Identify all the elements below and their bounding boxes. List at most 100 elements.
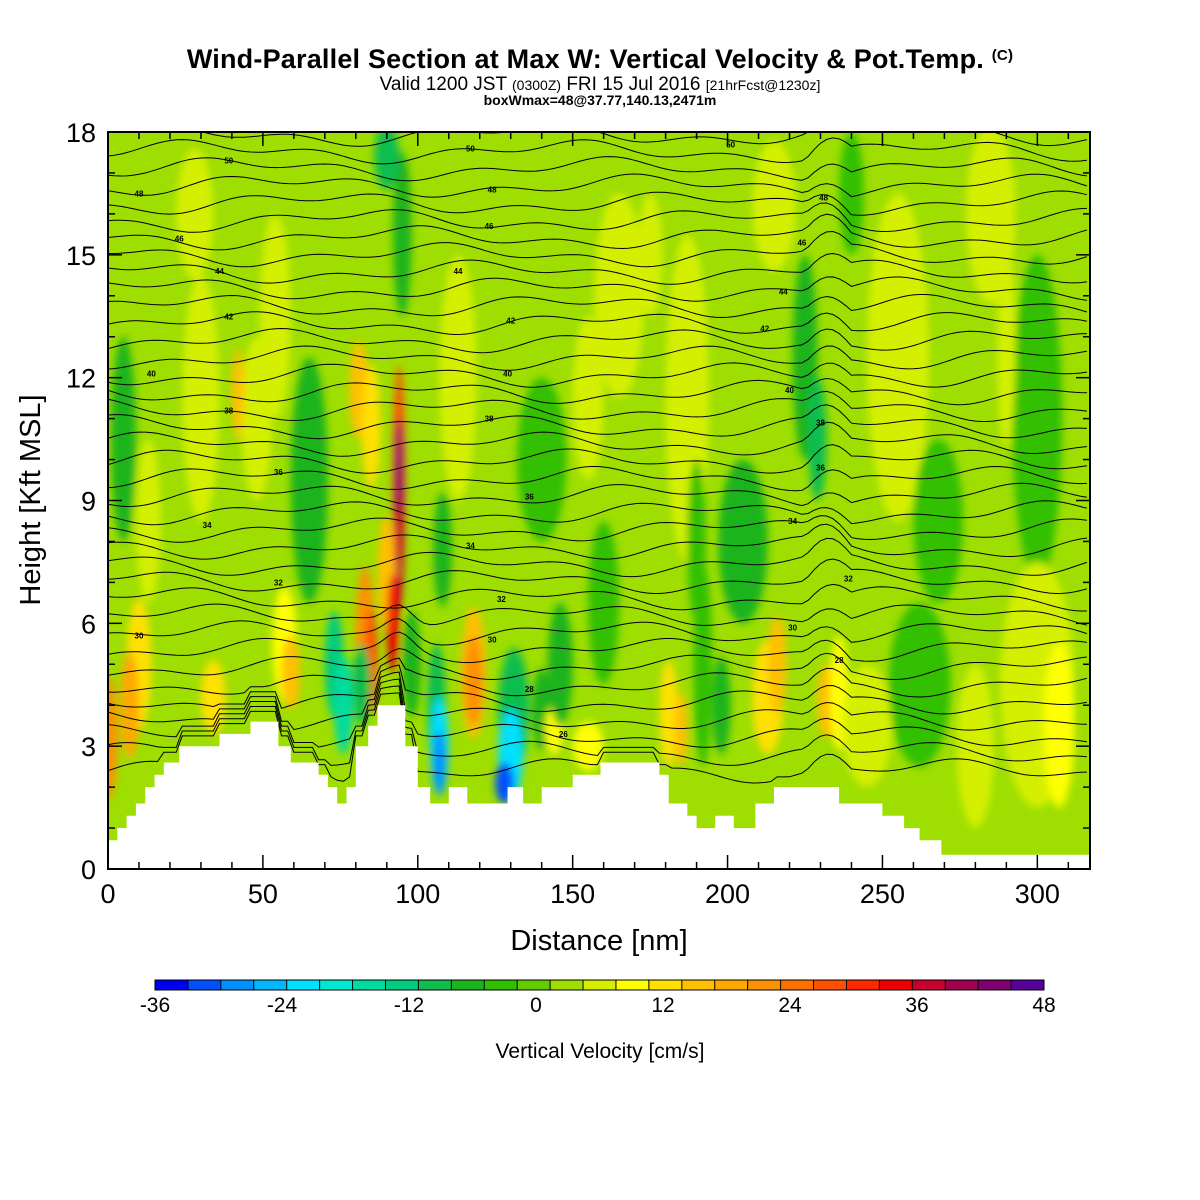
theta-contour-line (108, 664, 1087, 715)
theta-label: 40 (147, 370, 156, 379)
velocity-cell (439, 254, 477, 501)
colorbar-tick-labels: -36 -24 -12 0 12 24 36 48 (140, 994, 1056, 1017)
y-tick-label: 15 (66, 241, 96, 271)
velocity-cell (182, 275, 220, 521)
chart-title: Wind-Parallel Section at Max W: Vertical… (0, 44, 1200, 75)
theta-label: 28 (835, 656, 844, 665)
velocity-cell (687, 459, 706, 624)
y-axis-label: Height [Kft MSL] (15, 394, 47, 605)
velocity-cell (808, 377, 827, 501)
theta-label: 30 (135, 632, 144, 641)
colorbar-swatch (780, 980, 815, 990)
theta-contour-line (108, 421, 1087, 457)
theta-label: 50 (224, 157, 233, 166)
colorbar-tick-label: 36 (905, 994, 928, 1017)
velocity-cell (572, 721, 604, 771)
velocity-cell (464, 635, 483, 726)
theta-contour-line (108, 465, 1087, 492)
velocity-cell (290, 357, 328, 603)
x-tick-label: 100 (395, 879, 440, 909)
theta-contour-line (108, 173, 1088, 198)
velocity-cell (433, 729, 446, 796)
colorbar-swatch (155, 980, 189, 990)
colorbar-frame (154, 979, 1045, 991)
theta-label: 36 (274, 468, 283, 477)
copyright-mark: (C) (991, 47, 1014, 64)
theta-label: 46 (485, 222, 494, 231)
velocity-cell (752, 140, 796, 272)
theta-contour-line (108, 311, 1087, 336)
x-tick-label: 0 (100, 879, 115, 909)
theta-contour-line (108, 132, 1088, 147)
theta-contour-line (108, 631, 1087, 664)
velocity-cell (334, 656, 353, 755)
valid-time-line: Valid 1200 JST (0300Z) FRI 15 Jul 2016 [… (0, 74, 1200, 96)
theta-contour-line (108, 558, 1088, 595)
colorbar-tick-label: -24 (267, 994, 298, 1017)
theta-contour-line (108, 523, 1087, 560)
theta-label: 46 (175, 234, 184, 243)
terrain (108, 705, 1090, 869)
velocity-cell (888, 602, 951, 767)
theta-contour-line (108, 671, 1087, 731)
theta-label: 42 (224, 312, 233, 321)
velocity-cell (547, 602, 573, 726)
colorbar-swatch (978, 980, 1012, 990)
colorbar-swatch (220, 980, 255, 990)
theta-contour-line (108, 276, 1087, 302)
theta-label: 44 (215, 267, 224, 276)
colorbar-swatch (681, 980, 716, 990)
theta-label: 34 (466, 542, 475, 551)
colorbar-swatch (583, 980, 617, 990)
velocity-cell (674, 692, 688, 767)
theta-contour-line (108, 390, 1087, 422)
theta-contour-line (108, 647, 1087, 681)
colorbar-tick-label: -36 (140, 994, 170, 1017)
velocity-cell (594, 193, 644, 399)
colorbar-swatch (879, 980, 913, 990)
velocity-cell (352, 643, 372, 726)
theta-contour-line (108, 482, 1087, 508)
colorbar-swatch (550, 980, 584, 990)
velocity-cell (120, 651, 139, 759)
velocity-cell (913, 439, 963, 603)
colorbar-swatch (319, 980, 354, 990)
theta-label: 36 (525, 492, 534, 501)
theta-contour-line (108, 583, 1087, 612)
velocity-cell (637, 193, 663, 317)
chart-title-text: Wind-Parallel Section at Max W: Vertical… (186, 44, 985, 74)
axis-ticks (107, 131, 1090, 870)
theta-contour-line (108, 404, 1087, 440)
colorbar-swatch (615, 980, 650, 990)
velocity-cell (659, 660, 678, 767)
colorbar-swatch (846, 980, 880, 990)
colorbar-swatch (813, 980, 847, 990)
theta-label: 38 (224, 406, 233, 415)
theta-label: 42 (760, 325, 769, 334)
theta-label: 30 (488, 636, 497, 645)
theta-contour-line (108, 362, 1087, 388)
theta-contour-line (108, 137, 1087, 165)
velocity-cell (176, 148, 214, 280)
colorbar-swatch (418, 980, 452, 990)
theta-contour-line (108, 515, 1087, 543)
colorbar-swatch (1011, 980, 1045, 990)
velocity-cell (281, 635, 301, 710)
y-tick-label: 3 (81, 732, 96, 762)
x-tick-label: 250 (860, 879, 905, 909)
theta-contour-line (108, 657, 1088, 698)
velocity-cell (712, 656, 731, 755)
theta-label: 28 (525, 685, 534, 694)
theta-label: 50 (726, 140, 735, 149)
colorbar-tick-label: 0 (530, 994, 542, 1017)
theta-label: 40 (503, 370, 512, 379)
theta-label: 36 (816, 464, 825, 473)
colorbar-tick-label: 24 (778, 994, 802, 1017)
box-max-info: boxWmax=48@37.77,140.13,2471m (483, 92, 717, 108)
colorbar-swatch (352, 980, 386, 990)
colorbar-swatch (912, 980, 946, 990)
x-tick-label: 150 (550, 879, 595, 909)
y-tick-label: 9 (81, 487, 96, 517)
theta-contour-line (108, 685, 1087, 766)
